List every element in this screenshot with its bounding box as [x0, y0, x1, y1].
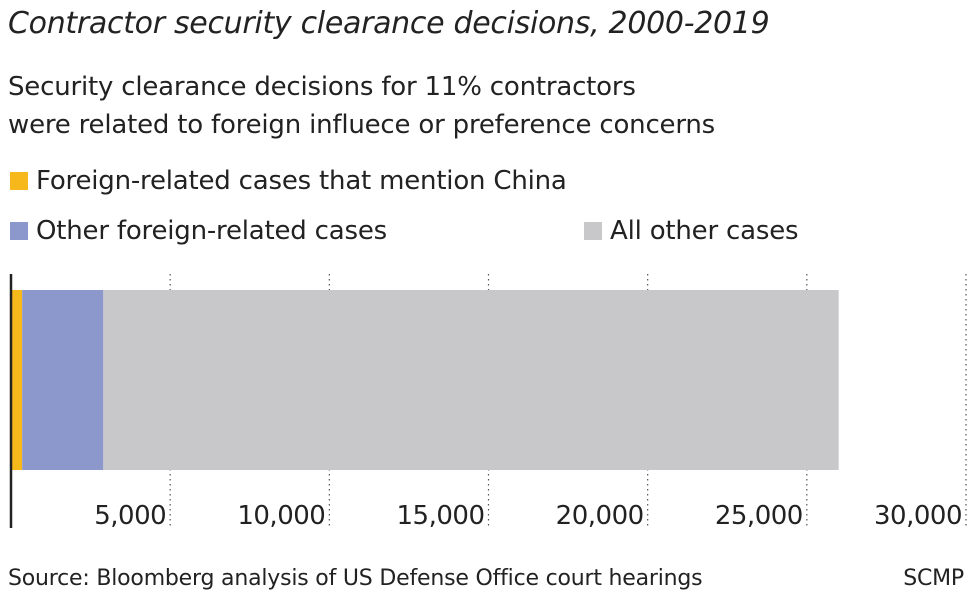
x-tick-label: 20,000: [556, 501, 644, 531]
bar-segment-china: [11, 290, 23, 470]
publisher-credit: SCMP: [903, 566, 964, 591]
x-tick-label: 25,000: [715, 501, 803, 531]
bar-segment-other-foreign: [22, 290, 104, 470]
stacked-bar-chart: 5,000 10,000 15,000 20,000 25,000 30,000: [9, 274, 967, 531]
x-tick-label: 15,000: [397, 501, 485, 531]
legend-item-china: Foreign-related cases that mention China: [10, 166, 567, 196]
legend-swatch-all-other: [584, 222, 602, 240]
subtitle-line-1: Security clearance decisions for 11% con…: [8, 72, 636, 102]
x-tick-label: 5,000: [94, 501, 166, 531]
legend-label-china: Foreign-related cases that mention China: [36, 166, 567, 196]
legend-item-all-other: All other cases: [584, 216, 799, 246]
legend-swatch-other-foreign: [10, 222, 28, 240]
source-note: Source: Bloomberg analysis of US Defense…: [8, 566, 703, 591]
x-tick-label: 30,000: [874, 501, 962, 531]
bar-segment-all-other: [103, 290, 839, 470]
legend-swatch-china: [10, 172, 28, 190]
chart-subtitle: Security clearance decisions for 11% con…: [8, 68, 715, 144]
legend-label-other-foreign: Other foreign-related cases: [36, 216, 387, 246]
x-tick-label: 10,000: [237, 501, 325, 531]
subtitle-line-2: were related to foreign influece or pref…: [8, 110, 715, 140]
legend-item-other-foreign: Other foreign-related cases: [10, 216, 387, 246]
legend-label-all-other: All other cases: [610, 216, 799, 246]
chart-title: Contractor security clearance decisions,…: [8, 6, 770, 41]
